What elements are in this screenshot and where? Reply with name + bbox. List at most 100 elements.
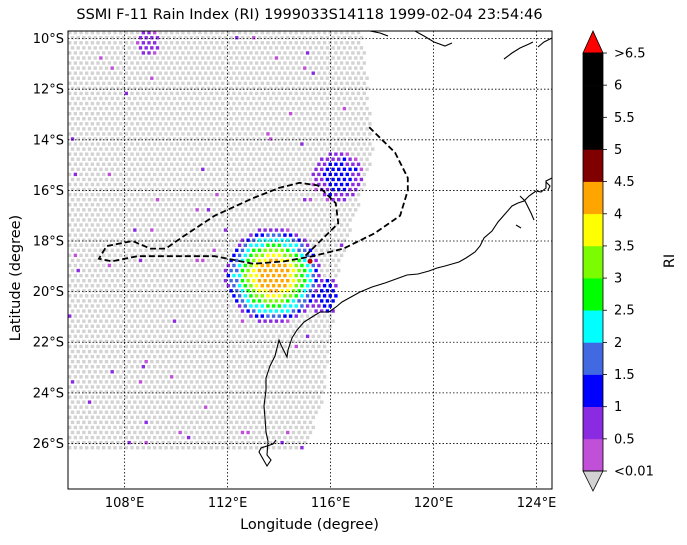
swath-pixel [79, 162, 83, 166]
swath-pixel [266, 243, 270, 247]
swath-pixel [161, 268, 165, 273]
swath-pixel [144, 187, 148, 192]
swath-pixel [164, 334, 168, 339]
swath-pixel [339, 253, 344, 258]
swath-pixel [70, 309, 75, 313]
swath-pixel [158, 71, 163, 75]
swath-pixel [252, 309, 256, 313]
swath-pixel [68, 172, 72, 177]
swath-pixel [311, 425, 315, 430]
swath-pixel [141, 284, 146, 288]
swath-pixel [96, 304, 100, 308]
swath-pixel [271, 91, 276, 96]
swath-pixel [212, 106, 216, 111]
swath-pixel [322, 101, 327, 106]
swath-pixel [121, 370, 126, 374]
swath-pixel [147, 192, 151, 197]
swath-pixel [291, 117, 296, 121]
swath-pixel [161, 106, 165, 111]
swath-pixel [101, 294, 106, 298]
swath-pixel [121, 299, 126, 303]
swath-pixel [96, 223, 100, 227]
swath-pixel [269, 187, 273, 192]
swath-pixel [345, 142, 349, 146]
swath-pixel [121, 339, 126, 344]
swath-pixel [172, 177, 177, 182]
swath-pixel [172, 278, 177, 283]
swath-pixel [277, 192, 281, 197]
swath-pixel [150, 440, 154, 445]
swath-pixel [107, 111, 112, 116]
swath-pixel [70, 228, 75, 232]
swath-pixel [254, 405, 259, 409]
swath-pixel [82, 157, 86, 161]
swath-pixel [226, 182, 230, 187]
swath-pixel [68, 395, 72, 399]
swath-pixel [158, 192, 163, 197]
swath-pixel [209, 273, 213, 278]
swath-pixel [203, 445, 208, 450]
swath-pixel [84, 385, 89, 389]
swath-pixel [305, 273, 310, 278]
swath-pixel [235, 187, 239, 192]
swath-pixel [263, 218, 267, 222]
swath-pixel [147, 354, 151, 359]
swath-pixel [269, 390, 273, 394]
swath-pixel [124, 203, 129, 207]
swath-pixel [260, 435, 264, 440]
swath-pixel [345, 71, 349, 75]
swath-pixel [192, 31, 197, 35]
swath-pixel [266, 405, 270, 409]
swath-pixel [93, 278, 97, 283]
swath-pixel [167, 390, 171, 394]
swath-pixel [150, 177, 154, 182]
swath-pixel [116, 339, 120, 344]
swath-pixel [189, 96, 194, 101]
swath-pixel [118, 101, 123, 106]
swath-pixel [135, 425, 140, 430]
swath-pixel [73, 284, 78, 288]
swath-pixel [70, 187, 75, 192]
swath-pixel [82, 339, 86, 344]
swath-pixel [223, 370, 228, 374]
swath-pixel [342, 127, 347, 131]
swath-pixel [280, 268, 284, 273]
swath-pixel [342, 106, 347, 111]
swath-pixel [167, 248, 171, 253]
swath-pixel [308, 309, 313, 313]
swath-pixel [354, 127, 358, 131]
swath-pixel [150, 86, 154, 91]
swath-pixel [107, 213, 112, 217]
swath-pixel [68, 375, 72, 379]
swath-pixel [144, 36, 148, 40]
swath-pixel [90, 415, 95, 420]
swath-pixel [118, 91, 123, 96]
swath-pixel [342, 117, 347, 121]
swath-pixel [110, 370, 114, 374]
swath-pixel [130, 233, 134, 237]
swath-pixel [161, 147, 165, 151]
swath-pixel [286, 56, 290, 60]
swath-pixel [368, 132, 372, 136]
swath-pixel [235, 208, 239, 212]
swath-pixel [339, 192, 344, 197]
swath-pixel [161, 208, 165, 212]
swath-pixel [76, 177, 80, 182]
swath-pixel [305, 213, 310, 217]
swath-pixel [152, 445, 157, 450]
swath-pixel [229, 76, 233, 80]
swath-pixel [158, 294, 163, 298]
swath-pixel [308, 390, 313, 394]
swath-pixel [175, 192, 180, 197]
swath-pixel [124, 81, 129, 86]
swath-pixel [76, 117, 80, 121]
swath-pixel [192, 284, 197, 288]
swath-pixel [144, 258, 148, 263]
swath-pixel [266, 273, 270, 278]
swath-pixel [235, 238, 239, 242]
swath-pixel [110, 440, 114, 445]
swath-pixel [195, 147, 199, 151]
swath-pixel [269, 258, 273, 263]
swath-pixel [150, 187, 154, 192]
swath-pixel [158, 31, 163, 35]
